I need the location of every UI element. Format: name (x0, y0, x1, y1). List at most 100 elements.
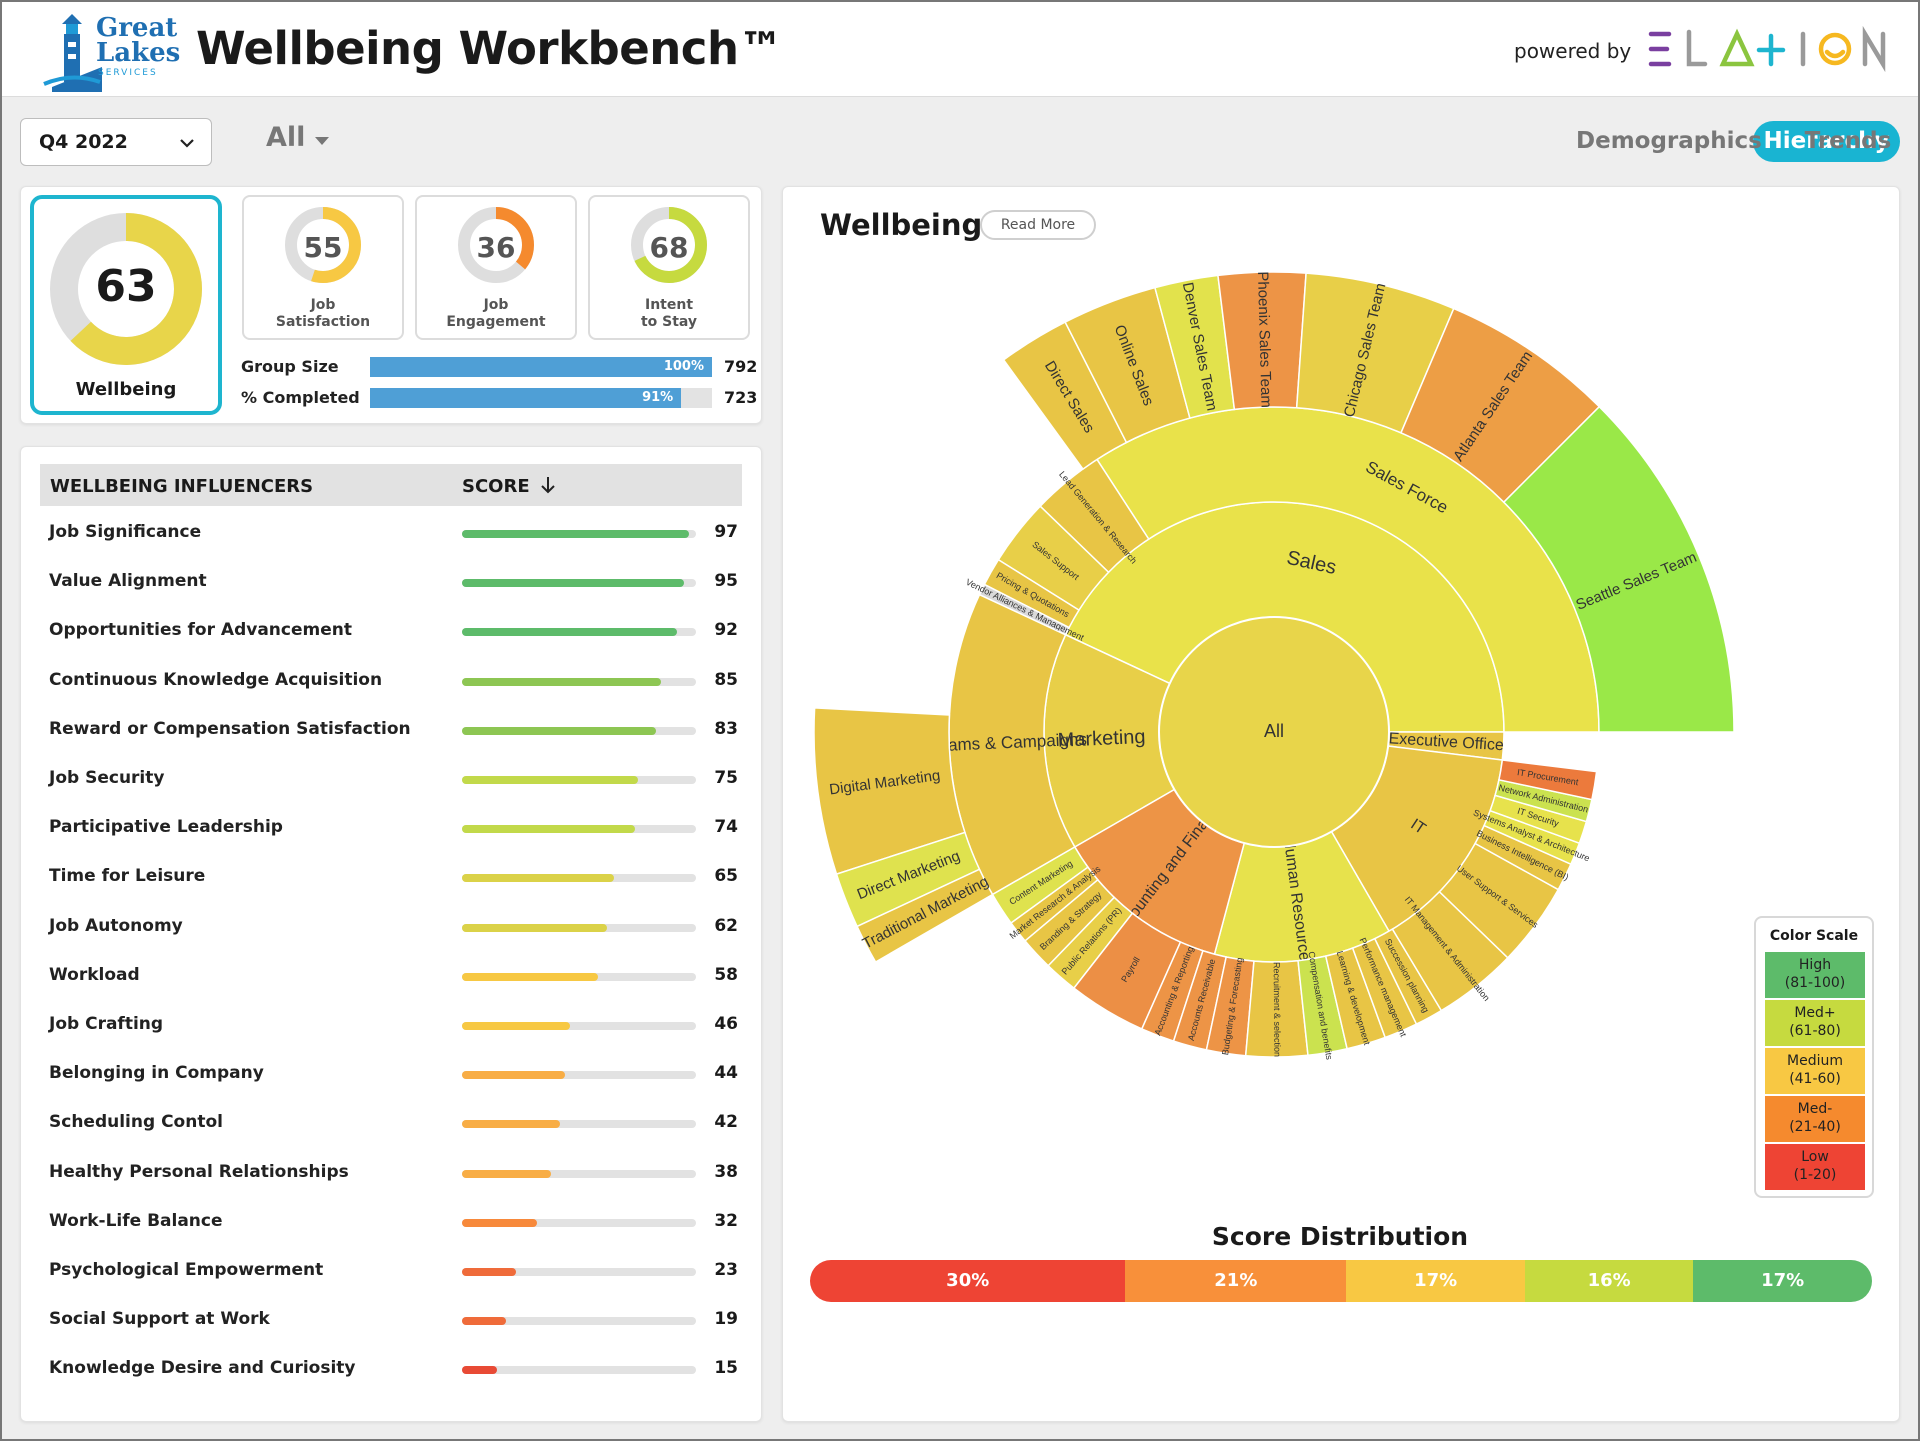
job-engagement-label: Job Engagement (446, 297, 546, 330)
influencer-row[interactable]: Job Crafting 46 (40, 1005, 742, 1045)
period-value: Q4 2022 (39, 131, 128, 153)
wellbeing-score: 63 (95, 261, 157, 312)
group-size-count: 792 (724, 357, 758, 376)
wellbeing-chart-title: Wellbeing (820, 208, 983, 242)
period-dropdown[interactable]: Q4 2022 (20, 118, 212, 166)
influencer-score-bar (462, 530, 696, 538)
influencer-score: 62 (714, 915, 738, 936)
influencer-row[interactable]: Healthy Personal Relationships 38 (40, 1153, 742, 1193)
influencer-row[interactable]: Psychological Empowerment 23 (40, 1251, 742, 1291)
influencer-score-fill (462, 1071, 565, 1080)
influencer-row[interactable]: Job Autonomy 62 (40, 907, 742, 947)
influencer-score: 92 (714, 620, 738, 641)
distribution-segment[interactable]: 17% (1693, 1260, 1872, 1302)
influencer-row[interactable]: Job Security 75 (40, 759, 742, 799)
influencer-score: 74 (714, 817, 738, 838)
app-title: Wellbeing Workbench™ (196, 22, 784, 75)
distribution-segment[interactable]: 30% (810, 1260, 1126, 1302)
influencer-name: Job Crafting (49, 1014, 164, 1034)
influencer-score: 19 (714, 1309, 738, 1330)
influencer-score-fill (462, 1169, 551, 1178)
group-size-fill: 100% (370, 357, 712, 377)
group-size-bar: 100% (370, 357, 712, 377)
distribution-segment[interactable]: 21% (1125, 1260, 1347, 1302)
influencer-row[interactable]: Scheduling Contol 42 (40, 1103, 742, 1143)
completed-label: % Completed (241, 388, 360, 407)
job-engagement-card[interactable]: 36 Job Engagement (415, 195, 577, 340)
influencer-row[interactable]: Belonging in Company 44 (40, 1054, 742, 1094)
influencer-row[interactable]: Knowledge Desire and Curiosity 15 (40, 1349, 742, 1389)
influencer-name: Time for Leisure (49, 866, 206, 887)
influencer-name: Continuous Knowledge Acquisition (49, 669, 383, 690)
caret-down-icon[interactable] (312, 134, 332, 148)
intent-to-stay-card[interactable]: 68 Intent to Stay (588, 195, 750, 340)
influencer-score-bar (462, 726, 696, 735)
distribution-segment[interactable]: 17% (1346, 1260, 1525, 1302)
sunburst-segment[interactable]: IT Security (1489, 794, 1588, 845)
tab-trends[interactable]: Trends (1804, 128, 1892, 154)
influencers-column-header: WELLBEING INFLUENCERS (50, 476, 314, 497)
sunburst-label: Marketing (1057, 726, 1146, 752)
sunburst-center[interactable] (1158, 616, 1390, 848)
sunburst-segment[interactable]: Denver Sales Team (1154, 274, 1236, 419)
tab-demographics[interactable]: Demographics (1576, 128, 1762, 154)
job-satisfaction-card[interactable]: 55 Job Satisfaction (242, 195, 404, 340)
influencer-name: Social Support at Work (49, 1309, 270, 1330)
read-more-button[interactable]: Read More (980, 210, 1096, 240)
sunburst-segment[interactable]: Digital Marketing (813, 707, 966, 876)
influencer-score-bar (462, 1022, 696, 1030)
job-engagement-donut (458, 207, 534, 283)
sunburst-segment[interactable]: Direct Sales (1002, 321, 1128, 471)
wellbeing-score-card[interactable]: 63 Wellbeing (30, 195, 222, 415)
color-scale-item: Medium (41-60) (1765, 1048, 1865, 1094)
influencer-row[interactable]: Opportunities for Advancement 92 (40, 611, 742, 651)
sunburst-segment[interactable]: Phoenix Sales Team (1217, 271, 1307, 411)
influencer-score-fill (462, 628, 678, 637)
group-size-label: Group Size (241, 357, 339, 376)
influencer-score-bar (462, 1366, 696, 1375)
sunburst-segment[interactable]: Sales Support (997, 505, 1110, 612)
influencer-score-fill (462, 579, 685, 588)
sunburst-label: Phoenix Sales Team (1254, 271, 1275, 408)
influencer-name: Healthy Personal Relationships (49, 1161, 349, 1182)
influencer-score: 85 (714, 669, 738, 690)
influencer-row[interactable]: Value Alignment 95 (40, 562, 742, 602)
sunburst-segment[interactable]: Seattle Sales Team (1502, 405, 1735, 733)
influencer-row[interactable]: Participative Leadership 74 (40, 808, 742, 848)
influencer-score-fill (462, 1268, 516, 1276)
sort-down-arrow-icon[interactable] (538, 474, 558, 496)
influencer-name: Job Autonomy (49, 915, 183, 936)
completed-pct: 91% (642, 390, 674, 405)
distribution-segment[interactable]: 16% (1525, 1260, 1694, 1302)
influencers-panel (20, 446, 762, 1422)
sunburst-segment[interactable]: User Support & Services (1438, 842, 1560, 959)
influencer-row[interactable]: Time for Leisure 65 (40, 857, 742, 897)
sunburst-segment[interactable]: Sales Force (1095, 406, 1600, 733)
sunburst-segment[interactable]: Human Resources (1213, 830, 1391, 970)
influencer-row[interactable]: Reward or Compensation Satisfaction 83 (40, 710, 742, 750)
sunburst-segment[interactable]: IT Procurement (1498, 759, 1598, 801)
color-scale-item: Med- (21-40) (1765, 1096, 1865, 1142)
scope-dropdown[interactable]: All (266, 122, 306, 153)
influencer-row[interactable]: Workload 58 (40, 956, 742, 996)
influencer-row[interactable]: Continuous Knowledge Acquisition 85 (40, 661, 742, 701)
elation-brand-logo (1648, 25, 1886, 73)
score-column-header[interactable]: SCORE (462, 476, 530, 497)
sunburst-segment[interactable]: Chicago Sales Team (1295, 272, 1455, 434)
influencer-score-bar (462, 628, 696, 637)
sunburst-segment[interactable]: Online Sales (1064, 286, 1191, 444)
influencer-row[interactable]: Job Significance 97 (40, 513, 742, 553)
influencers-table-header: WELLBEING INFLUENCERS SCORE (40, 464, 742, 506)
influencer-score-bar (462, 1120, 696, 1129)
sunburst-segment[interactable]: Atlanta Sales Team (1400, 307, 1601, 504)
intent-to-stay-score: 68 (649, 231, 689, 264)
sunburst-segment[interactable]: Recruitment & selection (1244, 959, 1309, 1058)
intent-to-stay-donut (631, 207, 707, 283)
influencer-row[interactable]: Work-Life Balance 32 (40, 1202, 742, 1242)
color-scale-item: Low (1-20) (1765, 1144, 1865, 1190)
tab-hierarchy[interactable]: Hierarchy (1753, 121, 1900, 162)
influencer-row[interactable]: Social Support at Work 19 (40, 1300, 742, 1340)
influencer-name: Job Security (49, 768, 165, 788)
influencer-score: 23 (714, 1260, 738, 1280)
